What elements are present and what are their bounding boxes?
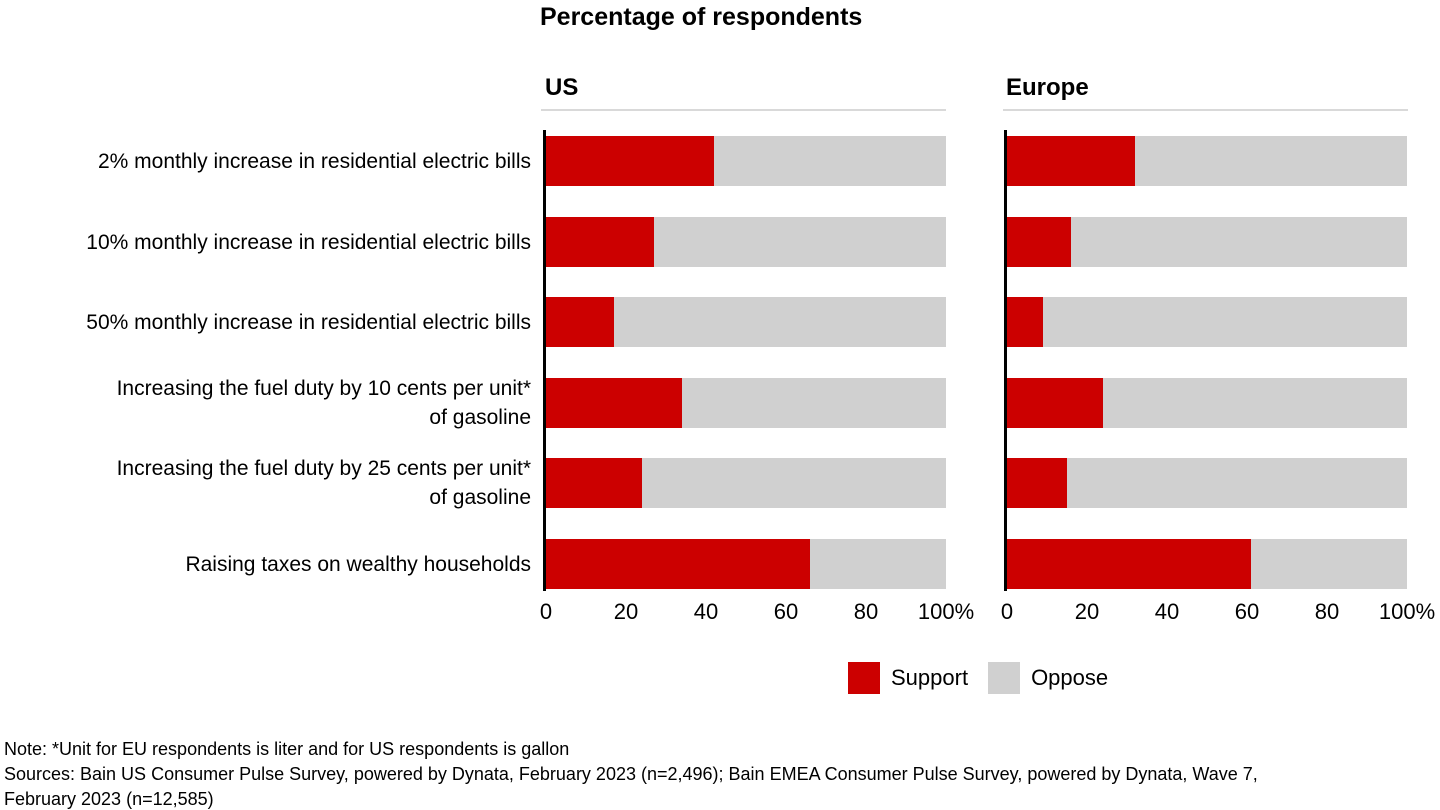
category-label: Increasing the fuel duty by 10 cents per…: [116, 377, 531, 429]
bar-oppose-segment: [1007, 458, 1407, 508]
x-axis-tick-label: 40: [1154, 599, 1180, 624]
bar-support-segment: [546, 297, 614, 347]
chart-title: Percentage of respondents: [540, 3, 863, 31]
bar-support-segment: [546, 458, 642, 508]
legend-item-support: Support: [848, 662, 968, 694]
bar-oppose-segment: [546, 458, 946, 508]
x-axis-tick-label: 80: [853, 599, 879, 624]
x-axis-tick-label: 20: [1074, 599, 1100, 624]
category-label: 50% monthly increase in residential elec…: [86, 310, 531, 334]
bar-oppose-segment: [1007, 217, 1407, 267]
category-label: Raising taxes on wealthy households: [185, 552, 531, 576]
bar-oppose-segment: [1007, 297, 1407, 347]
x-axis-tick-label: 60: [1234, 599, 1260, 624]
bar-support-segment: [1007, 136, 1135, 186]
x-axis-tick-label: 40: [693, 599, 719, 624]
bar-support-segment: [1007, 458, 1067, 508]
x-axis-tick-label: 100%: [1378, 599, 1436, 624]
x-axis-tick-label: 0: [1000, 599, 1014, 624]
category-label: 2% monthly increase in residential elect…: [97, 149, 531, 173]
x-axis-tick-label: 60: [773, 599, 799, 624]
bar-oppose-segment: [546, 297, 946, 347]
bar-support-segment: [546, 217, 654, 267]
panel-header-rule-us: [541, 109, 946, 111]
bar-oppose-segment: [1007, 378, 1407, 428]
support-swatch-icon: [848, 662, 880, 694]
bar-support-segment: [1007, 297, 1043, 347]
category-label: 10% monthly increase in residential elec…: [86, 230, 531, 254]
bar-oppose-segment: [1007, 136, 1407, 186]
chart-legend: Support Oppose: [848, 662, 1108, 694]
x-axis-tick-label: 100%: [917, 599, 975, 624]
legend-label-oppose: Oppose: [1031, 665, 1109, 690]
x-axis-tick-label: 20: [613, 599, 639, 624]
sources-line-2: February 2023 (n=12,585): [4, 789, 214, 809]
bar-oppose-segment: [546, 136, 946, 186]
bar-support-segment: [546, 539, 810, 589]
chart-footnotes: Note: *Unit for EU respondents is liter …: [4, 737, 1258, 810]
x-axis-tick-label: 80: [1314, 599, 1340, 624]
y-axis-line-us: [543, 130, 546, 591]
bar-support-segment: [546, 378, 682, 428]
legend-label-support: Support: [891, 665, 969, 690]
bar-support-segment: [1007, 378, 1103, 428]
bar-support-segment: [1007, 539, 1251, 589]
y-axis-line-europe: [1004, 130, 1007, 591]
bar-support-segment: [1007, 217, 1071, 267]
bar-support-segment: [546, 136, 714, 186]
bar-oppose-segment: [546, 217, 946, 267]
legend-item-oppose: Oppose: [988, 662, 1108, 694]
category-label: Increasing the fuel duty by 25 cents per…: [116, 457, 531, 509]
bar-oppose-segment: [546, 378, 946, 428]
note-line: Note: *Unit for EU respondents is liter …: [4, 739, 570, 759]
panel-header-rule-europe: [1003, 109, 1408, 111]
panel-header-us: US: [545, 74, 579, 101]
panel-header-europe: Europe: [1006, 74, 1089, 101]
bar-oppose-segment: [1007, 539, 1407, 589]
bar-oppose-segment: [546, 539, 946, 589]
x-axis-tick-label: 0: [539, 599, 553, 624]
oppose-swatch-icon: [988, 662, 1021, 694]
sources-line-1: Sources: Bain US Consumer Pulse Survey, …: [4, 764, 1258, 784]
